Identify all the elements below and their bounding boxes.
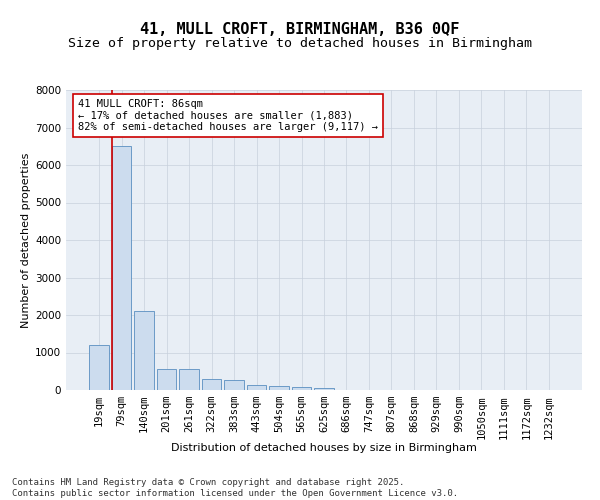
Text: Contains HM Land Registry data © Crown copyright and database right 2025.
Contai: Contains HM Land Registry data © Crown c… xyxy=(12,478,458,498)
Bar xyxy=(269,386,289,390)
Text: 41, MULL CROFT, BIRMINGHAM, B36 0QF: 41, MULL CROFT, BIRMINGHAM, B36 0QF xyxy=(140,22,460,38)
Bar xyxy=(89,345,109,390)
X-axis label: Distribution of detached houses by size in Birmingham: Distribution of detached houses by size … xyxy=(171,443,477,453)
Bar xyxy=(314,388,334,390)
Bar xyxy=(247,385,266,390)
Text: 41 MULL CROFT: 86sqm
← 17% of detached houses are smaller (1,883)
82% of semi-de: 41 MULL CROFT: 86sqm ← 17% of detached h… xyxy=(78,99,378,132)
Bar xyxy=(202,379,221,390)
Bar xyxy=(179,368,199,390)
Bar xyxy=(224,380,244,390)
Y-axis label: Number of detached properties: Number of detached properties xyxy=(21,152,31,328)
Bar xyxy=(112,146,131,390)
Bar xyxy=(292,387,311,390)
Bar xyxy=(157,368,176,390)
Bar xyxy=(134,311,154,390)
Text: Size of property relative to detached houses in Birmingham: Size of property relative to detached ho… xyxy=(68,38,532,51)
